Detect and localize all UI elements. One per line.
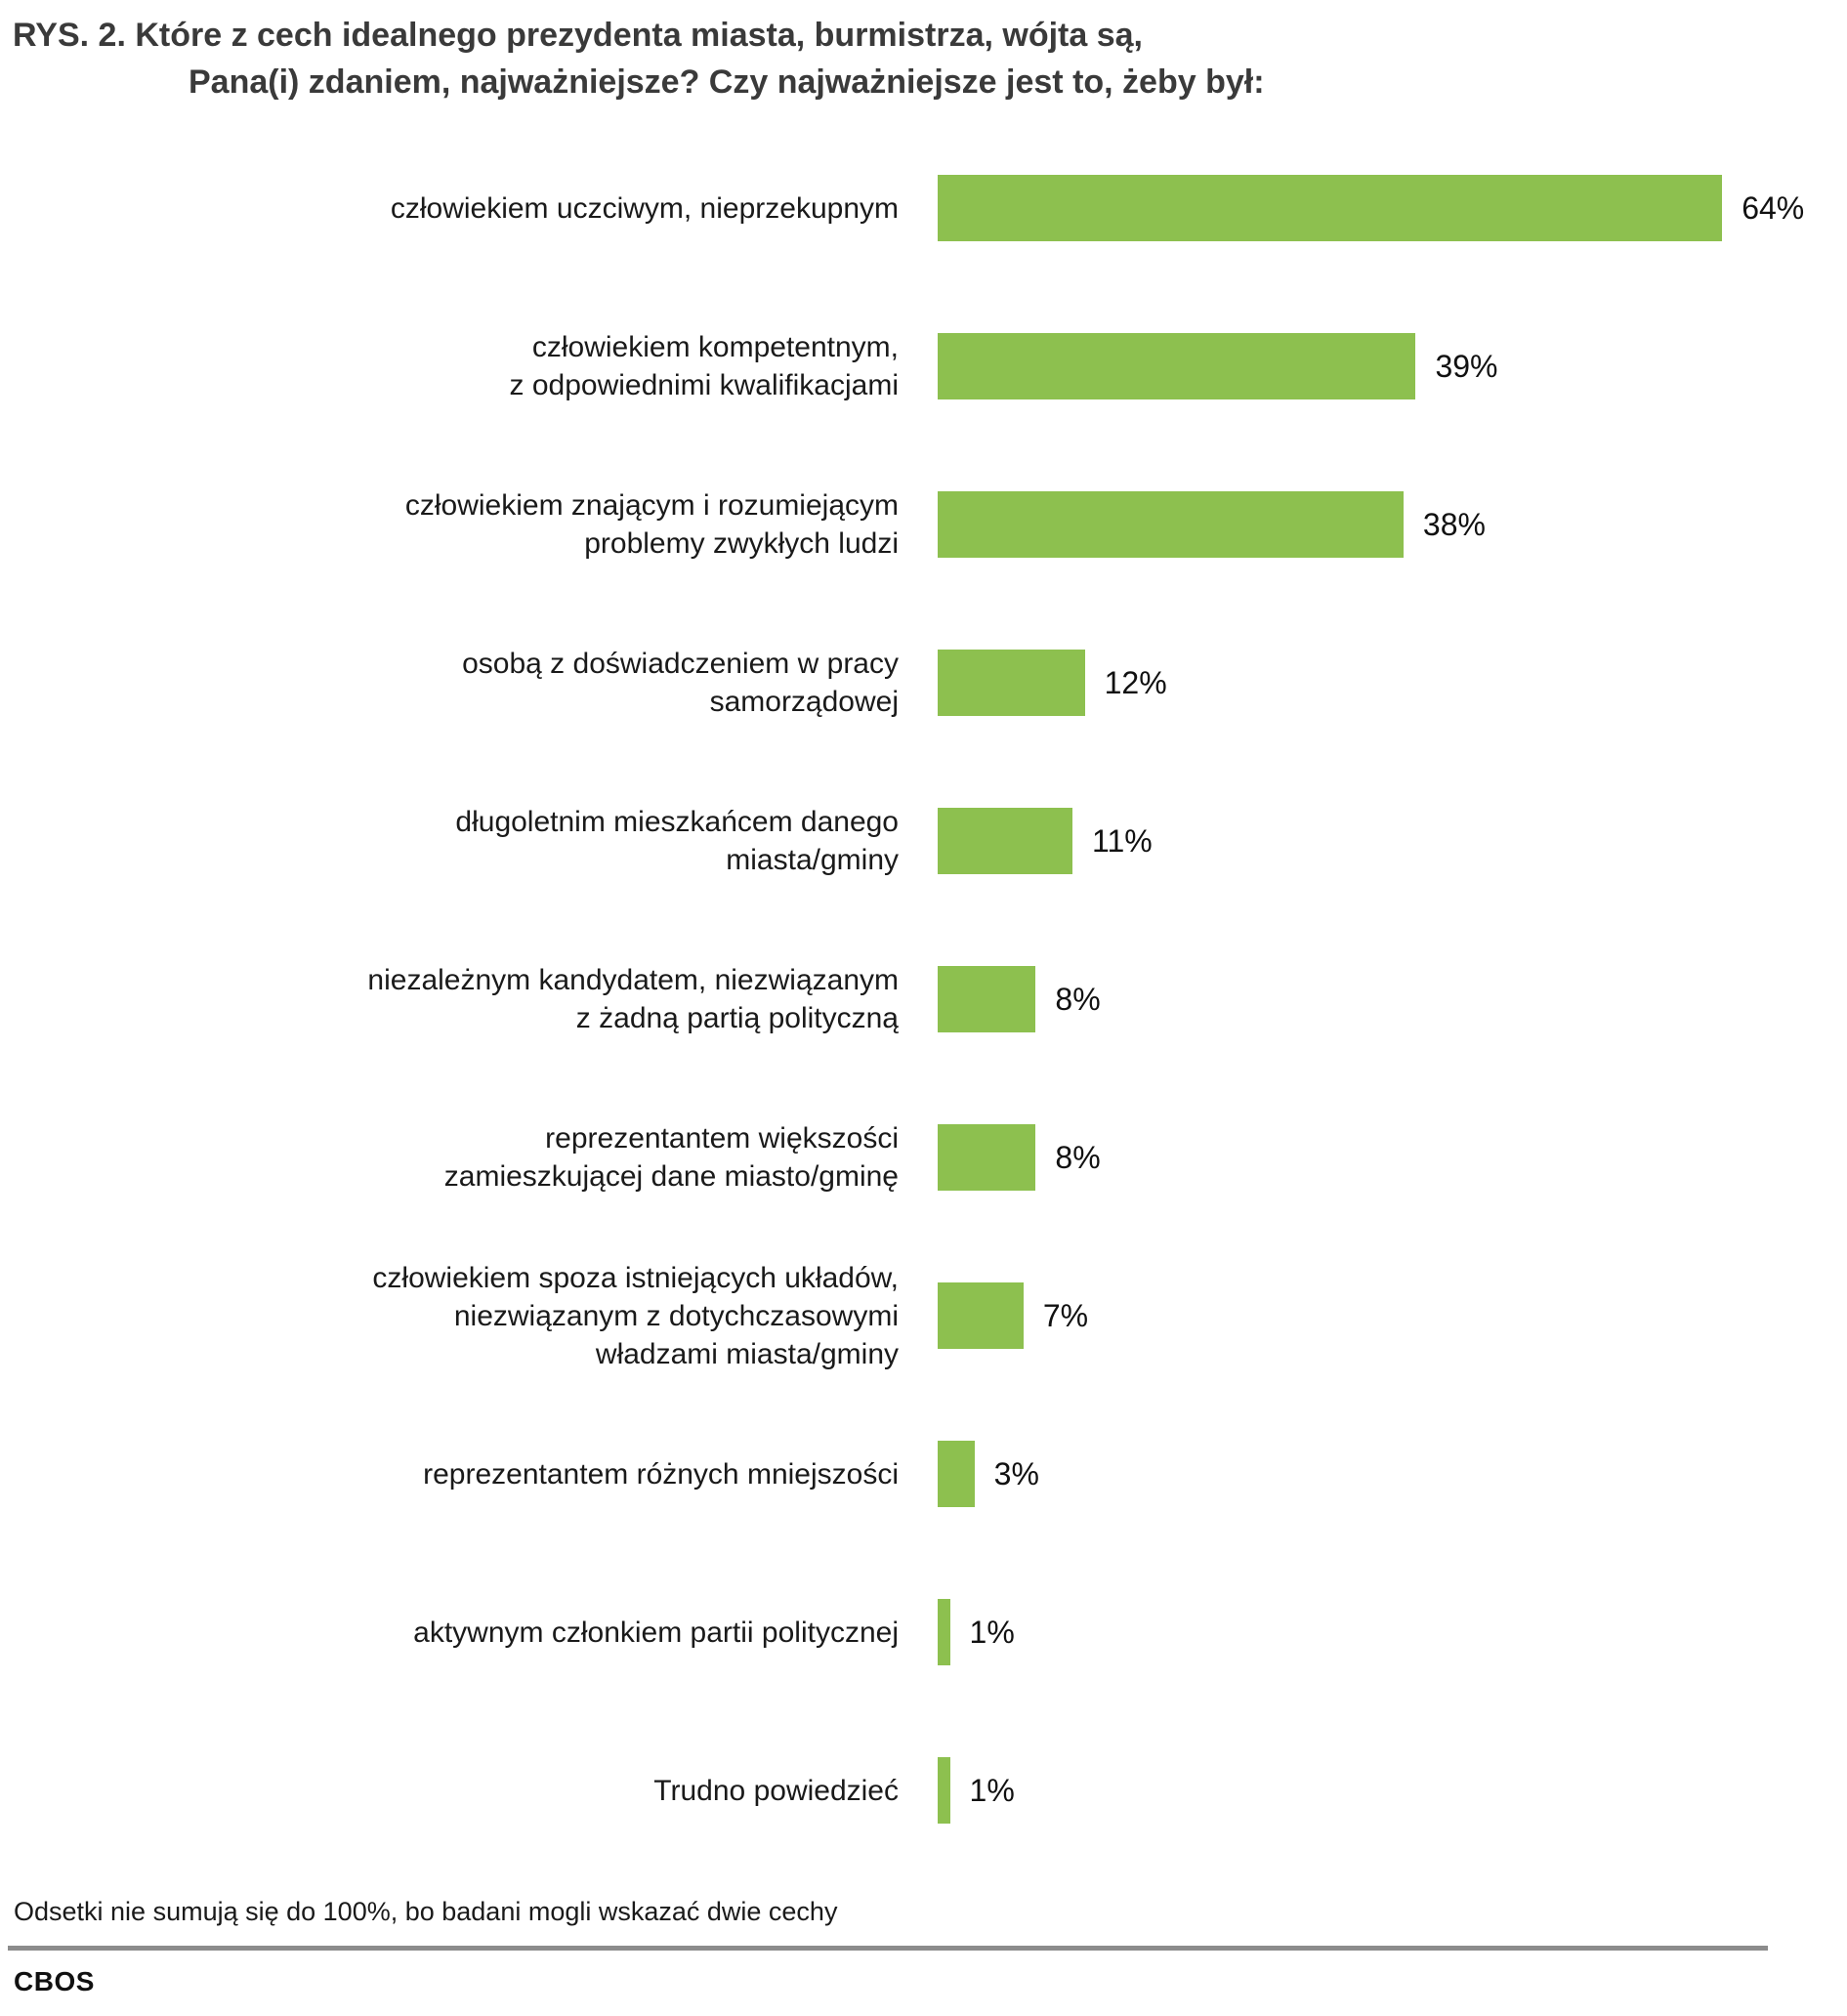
value-label: 11% (1092, 822, 1153, 859)
bar-cell: 1% (938, 1757, 1847, 1824)
chart-row: Trudno powiedzieć 1% (0, 1711, 1847, 1869)
row-label: Trudno powiedzieć (653, 1774, 899, 1807)
chart-row: człowiekiem znającym i rozumiejącym probl… (0, 445, 1847, 604)
value-label: 3% (993, 1455, 1039, 1491)
bar-cell: 7% (938, 1282, 1847, 1349)
chart-row: człowiekiem uczciwym, nieprzekupnym 64% (0, 129, 1847, 287)
bar (938, 966, 1036, 1032)
bar (938, 1441, 975, 1507)
bar-cell: 39% (938, 333, 1847, 399)
bar-chart: człowiekiem uczciwym, nieprzekupnym 64% cz… (0, 129, 1847, 1869)
row-label: niezależnym kandydatem, niezwiązanym z ża… (367, 964, 899, 1034)
chart-row: reprezentantem różnych mniejszości 3% (0, 1395, 1847, 1553)
bar (938, 650, 1085, 716)
source-logo: CBOS (14, 1966, 95, 1996)
bar (938, 491, 1404, 558)
chart-row: osobą z doświadczeniem w pracy samorządow… (0, 604, 1847, 762)
value-label: 8% (1055, 1139, 1101, 1175)
row-label: reprezentantem różnych mniejszości (423, 1457, 899, 1491)
chart-footnote: Odsetki nie sumują się do 100%, bo badan… (14, 1897, 838, 1926)
row-label: aktywnym członkiem partii politycznej (413, 1616, 899, 1649)
bar (938, 1282, 1024, 1349)
row-label: długoletnim mieszkańcem danego miasta/gmi… (455, 806, 899, 876)
row-label: człowiekiem spoza istniejących układów, n… (372, 1261, 899, 1370)
bar (938, 175, 1723, 241)
bar-cell: 1% (938, 1599, 1847, 1665)
value-label: 38% (1422, 506, 1486, 542)
row-label: człowiekiem uczciwym, nieprzekupnym (390, 191, 899, 225)
value-label: 39% (1435, 348, 1498, 384)
bar (938, 808, 1073, 874)
bar-cell: 8% (938, 1124, 1847, 1191)
divider-line (8, 1946, 1768, 1951)
row-label: osobą z doświadczeniem w pracy samorządow… (462, 648, 899, 718)
title-line-2: Pana(i) zdaniem, najważniejsze? Czy najw… (189, 63, 1265, 101)
value-label: 1% (969, 1614, 1015, 1650)
chart-row: reprezentantem większości zamieszkującej … (0, 1078, 1847, 1237)
bar-cell: 38% (938, 491, 1847, 558)
bar (938, 1124, 1036, 1191)
bar-cell: 12% (938, 650, 1847, 716)
value-label: 8% (1055, 981, 1101, 1017)
row-label: człowiekiem znającym i rozumiejącym probl… (404, 489, 899, 560)
title-line-1: RYS. 2. Które z cech idealnego prezydent… (13, 17, 1143, 54)
bar (938, 1599, 950, 1665)
chart-row: aktywnym członkiem partii politycznej 1% (0, 1553, 1847, 1711)
value-label: 12% (1104, 664, 1167, 700)
value-label: 7% (1042, 1297, 1089, 1333)
bar (938, 333, 1416, 399)
value-label: 64% (1742, 189, 1805, 226)
chart-row: długoletnim mieszkańcem danego miasta/gmi… (0, 762, 1847, 920)
row-label: człowiekiem kompetentnym, z odpowiednimi … (509, 331, 899, 401)
bar-cell: 11% (938, 808, 1847, 874)
chart-row: niezależnym kandydatem, niezwiązanym z ża… (0, 920, 1847, 1078)
chart-row: człowiekiem kompetentnym, z odpowiednimi … (0, 287, 1847, 445)
bar-cell: 64% (938, 175, 1847, 241)
chart-row: człowiekiem spoza istniejących układów, n… (0, 1237, 1847, 1395)
page-title: RYS. 2. Które z cech idealnego prezydent… (0, 0, 1847, 105)
bar-cell: 8% (938, 966, 1847, 1032)
bar-cell: 3% (938, 1441, 1847, 1507)
bar (938, 1757, 950, 1824)
value-label: 1% (969, 1772, 1015, 1808)
row-label: reprezentantem większości zamieszkującej … (443, 1122, 899, 1193)
